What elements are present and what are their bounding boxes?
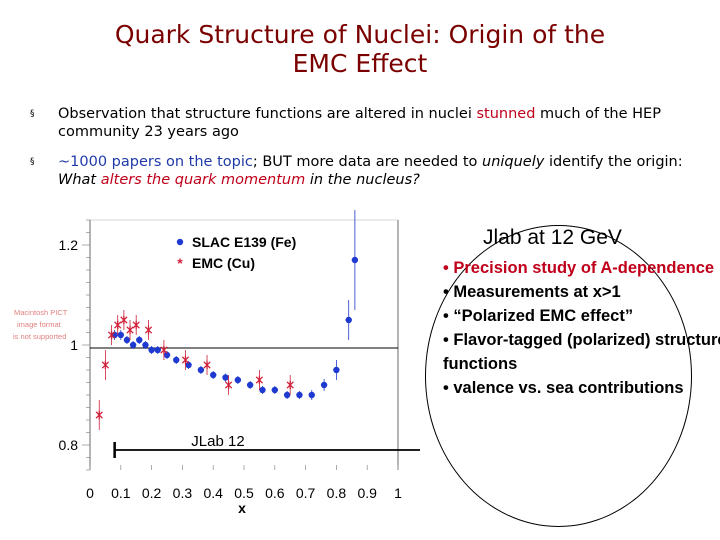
data-point: [144, 325, 153, 335]
data-point: [296, 391, 303, 399]
annotation-label: JLab 12: [191, 433, 244, 450]
x-tick-label: 1: [394, 485, 402, 501]
bullet-list: § Observation that structure functions ar…: [30, 105, 690, 201]
data-point: [246, 381, 254, 389]
data-point: [351, 256, 359, 264]
bullet-mark: §: [30, 157, 35, 167]
legend-emc-label: EMC (Cu): [192, 255, 255, 271]
broken-image-line-1: Macintosh PICT: [14, 308, 68, 317]
data-point: [132, 320, 140, 330]
bullet-text-part: stunned: [476, 106, 536, 122]
x-tick-label: 0.6: [265, 485, 285, 501]
data-point: [203, 360, 211, 370]
legend-slac-label: SLAC E139 (Fe): [192, 234, 296, 250]
bullet-mark: §: [30, 109, 35, 119]
y-tick-label: 0.8: [59, 437, 79, 453]
data-point: [101, 360, 110, 370]
broken-image-line-3: is not supported: [13, 332, 66, 341]
y-tick-label: 1: [70, 337, 78, 353]
data-point: [185, 361, 192, 369]
data-point: [333, 366, 340, 374]
bullet-text: ~1000 papers on the topic; BUT more data…: [58, 153, 690, 189]
y-ticks: 1.2 1 0.8: [59, 219, 90, 471]
legend-slac-marker: [176, 238, 184, 246]
slide-title: Quark Structure of Nuclei: Origin of the…: [40, 20, 680, 78]
x-ticks: 0 0.1 0.2 0.3 0.4 0.5 0.6 0.7 0.8 0.9 1: [86, 465, 402, 501]
data-point: [181, 355, 190, 365]
jlab-range-annotation: JLab 12: [113, 433, 420, 458]
data-point: [173, 356, 180, 364]
data-point: [259, 386, 266, 394]
data-point: [234, 376, 242, 384]
data-point: [163, 351, 171, 359]
data-point: [142, 341, 149, 349]
bubble-item: • valence vs. sea contributions: [443, 379, 684, 397]
legend-emc-marker: *: [177, 255, 183, 271]
data-point: [308, 391, 315, 399]
x-tick-label: 0.5: [234, 485, 254, 501]
x-tick-label: 0.9: [357, 485, 377, 501]
bullet-text-part: uniquely: [482, 154, 545, 170]
data-point: [160, 345, 168, 355]
bullet-text-part: identify the origin:: [544, 154, 683, 170]
bubble-item: • Flavor-tagged (polarized) structure fu…: [443, 331, 720, 373]
broken-image-line-2: image format: [17, 320, 62, 329]
series-emc-cu: [95, 310, 294, 430]
bubble-title: Jlab at 12 GeV: [483, 226, 622, 249]
chart-legend: SLAC E139 (Fe) * EMC (Cu): [176, 234, 296, 271]
title-line-1: Quark Structure of Nuclei: Origin of the: [114, 20, 606, 49]
data-point: [224, 380, 233, 390]
title-line-2: EMC Effect: [292, 49, 428, 78]
data-point: [129, 341, 137, 349]
bullet-text-part: ; BUT more data are needed to: [252, 154, 482, 170]
data-point: [123, 336, 131, 344]
bullet-text-part: What: [58, 172, 101, 188]
data-point: [286, 380, 294, 390]
bubble-item: • Precision study of A-dependence: [443, 259, 715, 277]
data-point: [120, 315, 128, 325]
x-tick-label: 0.3: [173, 485, 193, 501]
bubble-item: • Measurements at x>1: [443, 283, 621, 301]
data-point: [136, 336, 143, 344]
x-tick-label: 0.8: [327, 485, 347, 501]
data-point: [222, 374, 229, 381]
data-point: [271, 386, 278, 394]
data-point: [114, 320, 122, 330]
bubble-item: • “Polarized EMC effect”: [443, 307, 634, 325]
data-point: [126, 325, 134, 335]
x-tick-label: 0: [86, 485, 94, 501]
data-point: [95, 410, 103, 420]
bubble-list: • Precision study of A-dependence • Measu…: [443, 256, 720, 400]
broken-image-placeholder: Macintosh PICT image format is not suppo…: [13, 308, 68, 341]
data-point: [283, 391, 291, 399]
data-point: [210, 371, 217, 379]
data-point: [320, 381, 328, 389]
bullet-text-part: alters the quark momentum: [100, 172, 306, 188]
bullet-item: § ~1000 papers on the topic; BUT more dat…: [30, 153, 690, 189]
x-tick-label: 0.7: [296, 485, 316, 501]
x-tick-label: 0.2: [142, 485, 162, 501]
data-point: [148, 346, 155, 354]
x-tick-label: 0.4: [203, 485, 223, 501]
bullet-item: § Observation that structure functions ar…: [30, 105, 690, 141]
y-tick-label: 1.2: [59, 237, 79, 253]
data-point: [345, 316, 352, 324]
data-point: [255, 375, 264, 385]
x-tick-label: 0.1: [111, 485, 131, 501]
data-point: [107, 330, 116, 340]
data-point: [154, 346, 161, 354]
bullet-text-part: Observation that structure functions are…: [58, 106, 477, 122]
bullet-text-part: ~1000 papers on the topic: [58, 154, 253, 170]
bullet-text: Observation that structure functions are…: [58, 105, 690, 141]
x-axis-label: x: [238, 500, 246, 516]
callout-bubble: [425, 225, 692, 527]
emc-effect-chart: Macintosh PICT image format is not suppo…: [13, 210, 420, 516]
bullet-text-part: in the nucleus?: [305, 172, 420, 188]
bullet-text-part: much of the HEP community 23 years ago: [58, 106, 661, 140]
data-point: [117, 331, 125, 339]
data-point: [197, 366, 205, 374]
